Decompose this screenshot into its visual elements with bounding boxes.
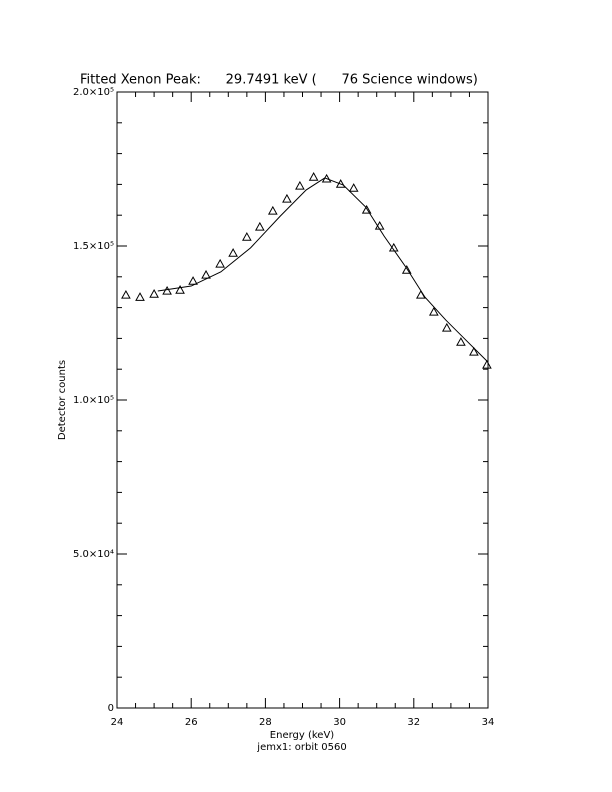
data-point [469, 346, 479, 356]
y-tick-label: 1.5×10⁵ [73, 241, 114, 252]
x-tick-label: 30 [333, 717, 346, 728]
y-tick-label: 5.0×10⁴ [73, 549, 114, 560]
y-tick-label: 1.0×10⁵ [73, 395, 114, 406]
data-point [428, 306, 439, 316]
fit-line [157, 177, 489, 363]
chart-title: Fitted Xenon Peak: 29.7491 keV ( 76 Scie… [80, 73, 478, 88]
data-point [149, 289, 159, 298]
data-point [482, 359, 492, 369]
data-point [228, 248, 238, 257]
data-point [242, 232, 252, 241]
data-point [188, 276, 198, 285]
x-tick-label: 24 [111, 717, 124, 728]
data-point [162, 285, 172, 295]
data-point [441, 322, 452, 332]
data-point [456, 337, 466, 346]
y-tick-label: 0 [108, 703, 114, 714]
data-point [295, 180, 305, 190]
y-axis-label: Detector counts [57, 360, 68, 440]
subtitle: jemx1: orbit 0560 [256, 742, 346, 753]
x-tick-label: 28 [259, 717, 272, 728]
x-axis-label: Energy (keV) [270, 730, 335, 741]
data-point [215, 258, 225, 268]
data-point [348, 183, 359, 192]
data-point [361, 204, 372, 214]
data-point [267, 205, 278, 215]
data-point [254, 221, 265, 231]
data-point [201, 269, 211, 279]
data-point [135, 292, 145, 301]
data-point [401, 264, 412, 274]
x-tick-label: 32 [407, 717, 420, 728]
data-point [121, 289, 131, 299]
data-point [175, 285, 185, 294]
data-point [282, 193, 292, 203]
data-point [308, 171, 319, 181]
y-tick-label: 2.0×10⁵ [73, 87, 114, 98]
x-tick-label: 34 [482, 717, 495, 728]
x-tick-label: 26 [185, 717, 198, 728]
